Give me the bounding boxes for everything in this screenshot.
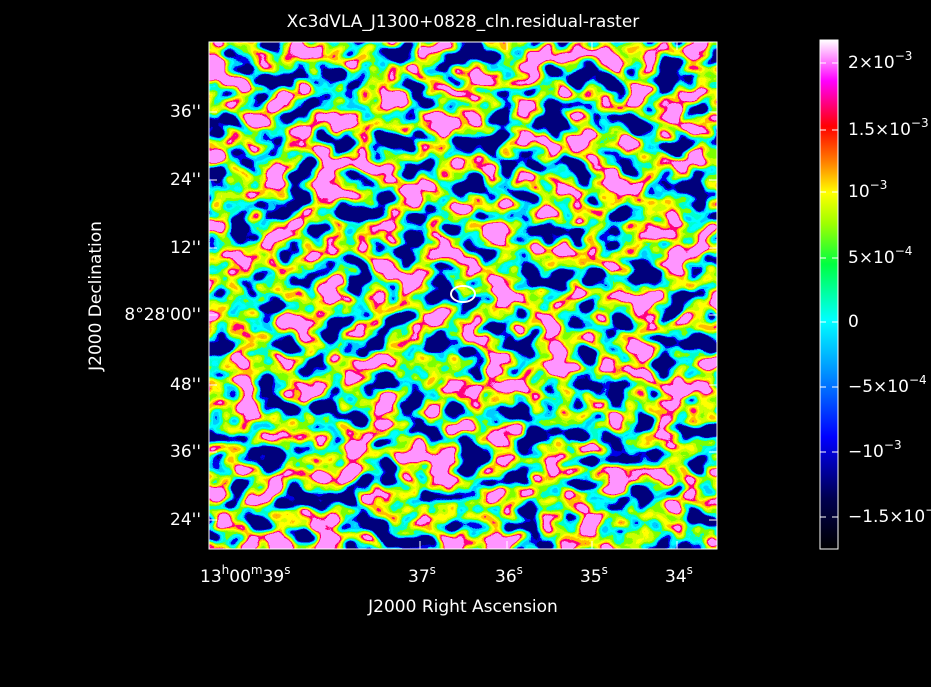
label-base: 2×10: [848, 53, 895, 73]
superscript: s: [430, 563, 436, 577]
colorbar-label: −1.5×10−3: [848, 503, 931, 528]
label-base: 0: [848, 312, 859, 332]
label-base: −10: [848, 442, 884, 462]
y-tick-label: 24'': [170, 170, 201, 190]
text-part: 36: [495, 567, 517, 587]
colorbar: [819, 39, 839, 550]
text-part: 13: [200, 567, 222, 587]
label-exponent: −3: [895, 49, 913, 63]
y-axis-label: J2000 Declination: [86, 221, 106, 372]
colorbar-label: −10−3: [848, 438, 902, 463]
y-tick-label: 8°28'00'': [124, 305, 201, 325]
label-exponent: −3: [884, 438, 902, 452]
label-base: 10: [848, 182, 870, 202]
text-part: 37: [408, 567, 430, 587]
label-exponent: −3: [925, 503, 931, 517]
label-exponent: −4: [895, 244, 913, 258]
x-tick-label: 13h00m39s: [200, 563, 291, 588]
label-exponent: −3: [870, 178, 888, 192]
superscript: s: [517, 563, 523, 577]
y-tick-label: 24'': [170, 510, 201, 530]
residual-raster: [209, 42, 717, 549]
title: Xc3dVLA_J1300+0828_cln.residual-raster: [287, 12, 640, 32]
beam-marker: [450, 285, 476, 303]
superscript: m: [251, 563, 263, 577]
x-tick-label: 37s: [408, 563, 436, 588]
colorbar-label: 10−3: [848, 178, 887, 203]
y-tick-label: 12'': [170, 238, 201, 258]
text-part: 39: [263, 567, 285, 587]
y-tick-label: 48'': [170, 375, 201, 395]
label-exponent: −3: [911, 116, 929, 130]
x-tick-label: 36s: [495, 563, 523, 588]
label-base: −5×10: [848, 377, 909, 397]
text-part: 35: [580, 567, 602, 587]
label-base: 5×10: [848, 248, 895, 268]
plot-frame: [208, 41, 718, 550]
label-base: −1.5×10: [848, 507, 925, 527]
text-part: 00: [229, 567, 251, 587]
x-tick-label: 34s: [665, 563, 693, 588]
x-tick-label: 35s: [580, 563, 608, 588]
superscript: s: [602, 563, 608, 577]
colorbar-label: 2×10−3: [848, 49, 912, 74]
colorbar-label: −5×10−4: [848, 373, 927, 398]
ticks: 13h00m39s 37s 36s 35s 34s36''24''12''8°28'00…: [124, 42, 931, 587]
superscript: s: [284, 563, 290, 577]
colorbar-label: 1.5×10−3: [848, 116, 929, 141]
colorbar-label: 5×10−4: [848, 244, 912, 269]
y-tick-label: 36'': [170, 442, 201, 462]
label-exponent: −4: [909, 373, 927, 387]
y-tick-label: 36'': [170, 102, 201, 122]
superscript: s: [687, 563, 693, 577]
label-base: 1.5×10: [848, 120, 911, 140]
x-axis-label: J2000 Right Ascension: [367, 597, 558, 617]
text-part: 34: [665, 567, 687, 587]
colorbar-label: 0: [848, 312, 859, 332]
superscript: h: [222, 563, 230, 577]
